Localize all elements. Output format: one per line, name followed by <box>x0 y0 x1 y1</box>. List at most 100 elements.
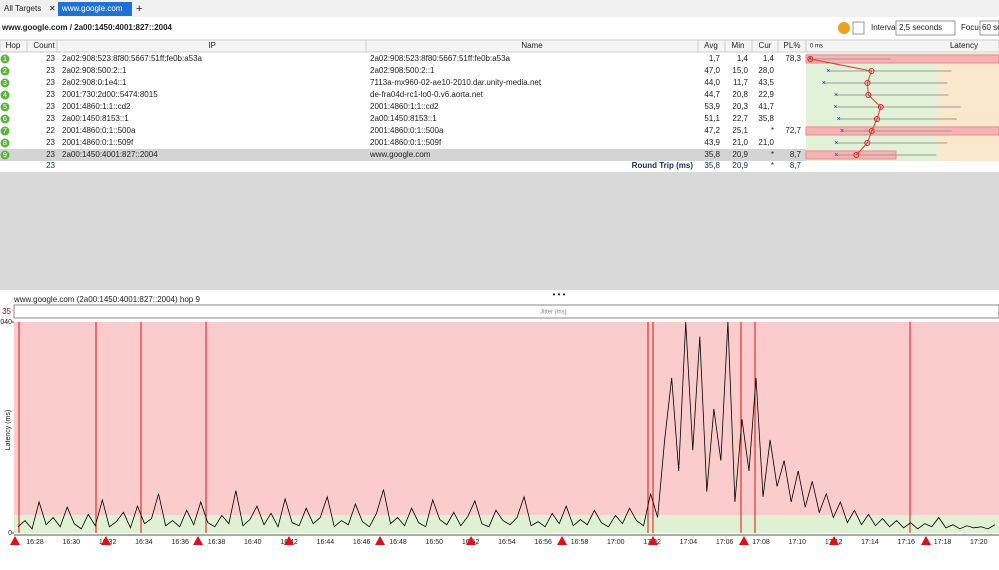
label: Interval <box>871 23 897 32</box>
hop-icon <box>0 126 10 136</box>
cell: 51,1 <box>704 114 720 123</box>
summary-cell: 20,9 <box>732 161 748 170</box>
x-tick-label: 16:50 <box>426 539 444 546</box>
hop-number: 1 <box>3 56 7 63</box>
hop-icon <box>0 90 10 100</box>
cell: 2001:4860:0:1::509f <box>62 138 134 147</box>
pause-button[interactable] <box>838 22 850 34</box>
cell: 21,0 <box>758 138 774 147</box>
summary-cell: Round Trip (ms) <box>632 161 694 170</box>
add-tab[interactable]: + <box>136 3 142 15</box>
summary-cell: * <box>771 161 774 170</box>
y-axis-label: Latency (ms) <box>5 410 12 450</box>
loss-marker <box>193 536 203 545</box>
hop-number: 5 <box>3 104 7 111</box>
cell: 8,7 <box>790 150 802 159</box>
cell: 2001:4860:0:1::500a <box>62 126 136 135</box>
loss-marker <box>10 536 20 545</box>
cell: 41,7 <box>758 102 774 111</box>
min-marker: × <box>834 140 838 147</box>
x-tick-label: 17:20 <box>970 539 988 546</box>
avg-marker <box>877 104 884 110</box>
cell: 43,5 <box>758 78 774 87</box>
avg-line <box>810 58 882 156</box>
column-header[interactable]: PL% <box>784 41 801 50</box>
loss-marker <box>829 536 839 545</box>
x-tick-label: 17:06 <box>716 539 734 546</box>
column-header[interactable]: Name <box>521 41 543 50</box>
column-header[interactable]: IP <box>208 41 216 50</box>
summary-cell: 23 <box>46 161 55 170</box>
x-tick-label: 16:28 <box>26 539 44 546</box>
cell: * <box>771 126 774 135</box>
x-tick-label: 17:00 <box>607 539 625 546</box>
cell: 20,8 <box>732 90 748 99</box>
x-tick-label: 16:34 <box>135 539 153 546</box>
x-tick-label: 17:04 <box>680 539 698 546</box>
target-title: www.google.com / 2a00:1450:4001:827::200… <box>1 23 173 32</box>
column-header: 0 ms <box>810 44 823 50</box>
column-header[interactable]: Min <box>732 41 745 50</box>
avg-marker <box>868 128 875 134</box>
loss-zone <box>14 322 999 515</box>
tab-bar <box>0 0 999 17</box>
hop-icon <box>0 150 10 160</box>
cell: 25,1 <box>732 126 748 135</box>
x-tick-label: 16:40 <box>244 539 262 546</box>
latency-line <box>17 321 996 530</box>
y-tick-label: 0 <box>8 530 12 537</box>
cell: 47,0 <box>704 66 720 75</box>
column-header[interactable]: Hop <box>6 41 21 50</box>
tab[interactable]: All Targets <box>4 4 41 13</box>
x-tick-label: 17:14 <box>861 539 879 546</box>
cell: 23 <box>46 138 55 147</box>
hop-number: 4 <box>3 92 7 99</box>
dropdown[interactable] <box>852 21 865 35</box>
splitter[interactable]: • • • <box>553 290 566 299</box>
avg-marker <box>853 152 860 158</box>
hop-icon <box>0 102 10 112</box>
cell: 23 <box>46 54 55 63</box>
cell: 2001:4860:1:1::cd2 <box>370 102 439 111</box>
footer <box>0 564 999 570</box>
cell: 47,2 <box>704 126 720 135</box>
y-tick-label: 2040 <box>0 319 12 326</box>
hop-number: 8 <box>3 140 7 147</box>
min-marker: × <box>834 92 838 99</box>
column-header[interactable]: Count <box>33 41 55 50</box>
hop-icon <box>0 66 10 76</box>
column-header[interactable]: Cur <box>759 41 772 50</box>
ok-zone <box>14 515 999 533</box>
interval-select[interactable] <box>895 20 956 36</box>
column-header[interactable]: Latency <box>950 41 978 50</box>
x-tick-label: 17:10 <box>789 539 807 546</box>
x-tick-label: 16:36 <box>171 539 189 546</box>
loss-marker <box>375 536 385 545</box>
cell: 23 <box>46 90 55 99</box>
tab-title[interactable]: www.google.com <box>61 4 123 13</box>
hop-number: 9 <box>3 152 7 159</box>
summary-cell: 35,8 <box>704 161 720 170</box>
column-header[interactable]: Avg <box>704 41 718 50</box>
close-icon[interactable]: ✕ <box>49 4 56 13</box>
cell: 11,7 <box>733 78 749 87</box>
cell: 1,4 <box>737 54 749 63</box>
cell: 2a02:908:0:1e4::1 <box>62 78 127 87</box>
cell: 23 <box>46 114 55 123</box>
hop-icon <box>0 114 10 124</box>
focus-select[interactable] <box>979 20 999 36</box>
cell: 22 <box>46 126 55 135</box>
cell: 2a02:908:500:2::1 <box>370 66 435 75</box>
x-tick-label: 16:58 <box>571 539 589 546</box>
cell: 28,0 <box>758 66 774 75</box>
table-header <box>0 39 999 53</box>
x-tick-label: 16:38 <box>208 539 226 546</box>
value: 60 se <box>982 23 999 32</box>
empty-area <box>0 172 999 290</box>
active-tab[interactable] <box>58 2 132 16</box>
hop-number: 2 <box>3 68 7 75</box>
hop-number: 7 <box>3 128 7 135</box>
x-tick-label: 16:30 <box>63 539 81 546</box>
cell: 2a00:1450:8153::1 <box>62 114 129 123</box>
value: 2,5 seconds <box>899 23 942 32</box>
